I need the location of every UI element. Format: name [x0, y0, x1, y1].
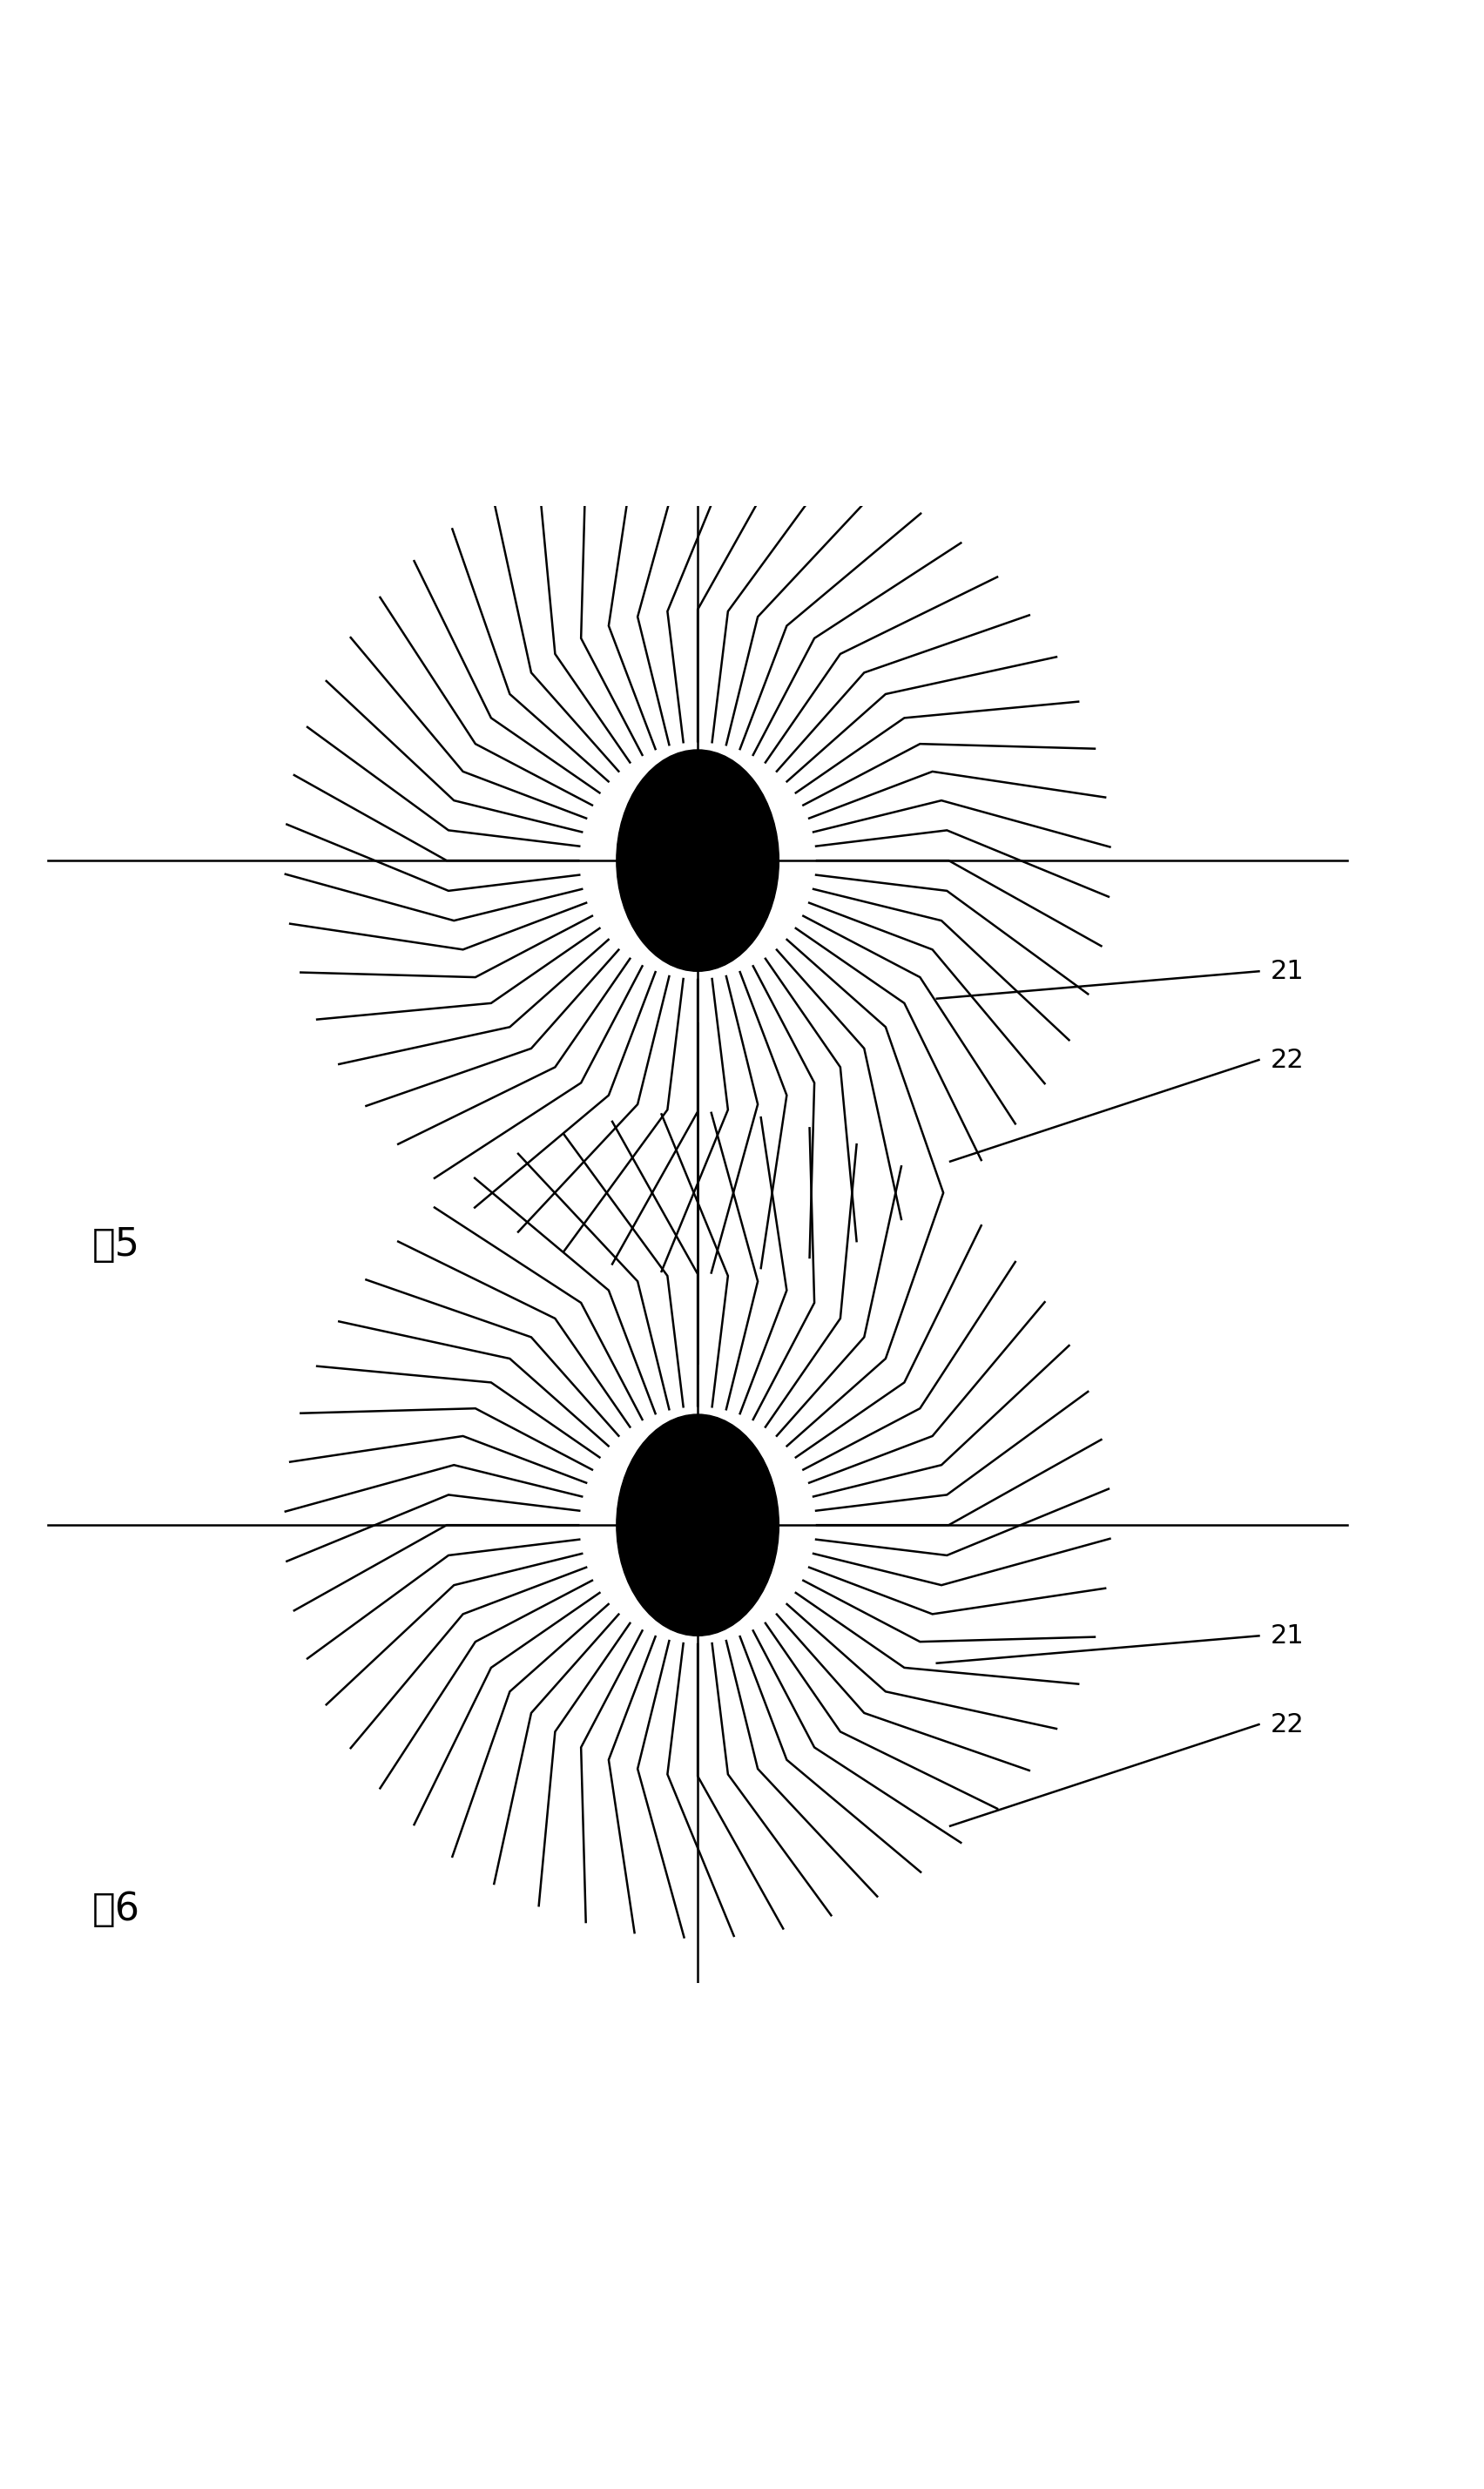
Text: 21: 21	[1270, 1623, 1304, 1648]
Ellipse shape	[616, 749, 779, 971]
Text: 22: 22	[1270, 1712, 1304, 1737]
Text: 22: 22	[1270, 1048, 1304, 1073]
Text: 21: 21	[1270, 958, 1304, 983]
Ellipse shape	[616, 1414, 779, 1635]
Text: 图5: 图5	[92, 1225, 139, 1264]
Text: 图6: 图6	[92, 1889, 139, 1929]
